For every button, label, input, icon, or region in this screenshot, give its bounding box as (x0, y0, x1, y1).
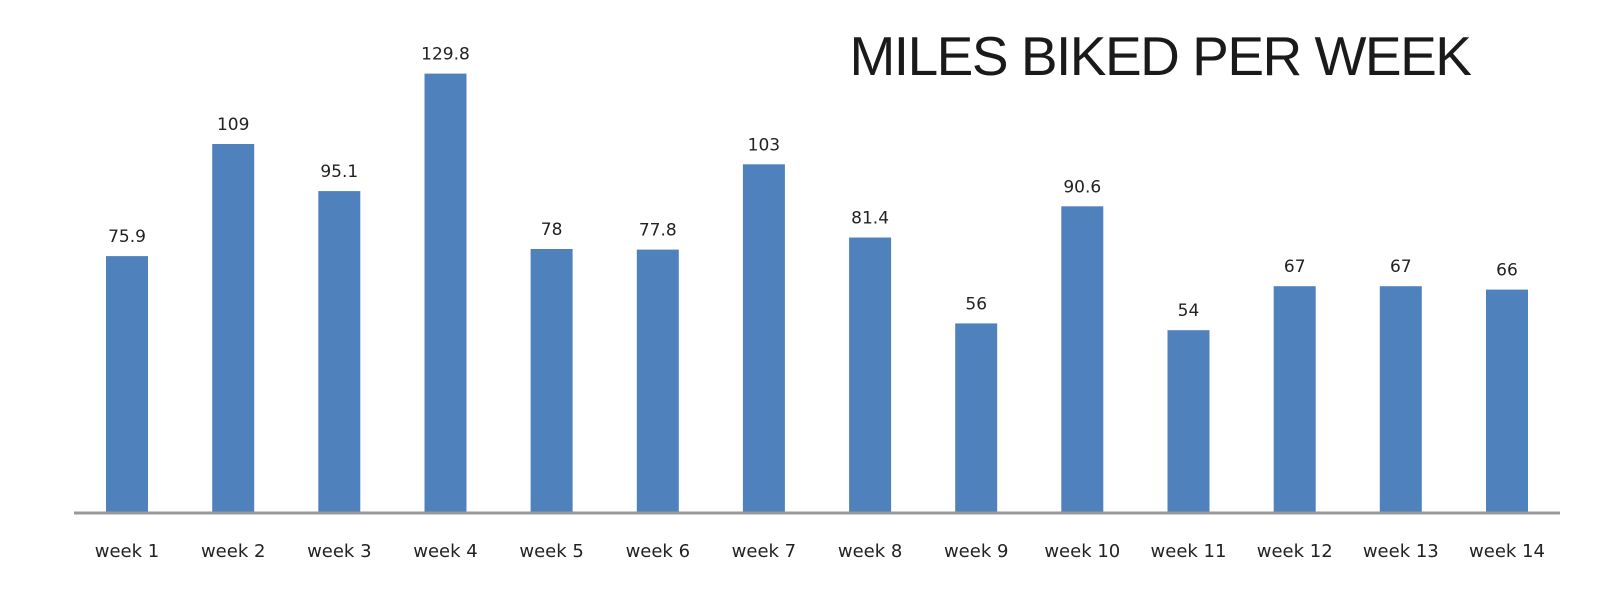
tick-label-week-13: week 13 (1363, 541, 1439, 562)
chart-title: MILES BIKED PER WEEK (849, 25, 1472, 87)
value-labels-group: 75.9 109 95.1 129.8 78 77.8 103 81.4 56 90.6 54 67 6… (108, 45, 1518, 322)
bar-week-8 (849, 237, 892, 513)
data-label-week-14: 66 (1496, 261, 1518, 281)
data-label-week-1: 75.9 (108, 227, 146, 247)
tick-label-week-9: week 9 (944, 541, 1008, 562)
bar-week-2 (212, 144, 255, 513)
tick-label-week-10: week 10 (1044, 541, 1120, 562)
tick-label-week-12: week 12 (1257, 541, 1333, 562)
bar-week-5 (530, 249, 573, 513)
bar-week-11 (1167, 330, 1210, 513)
tick-label-week-8: week 8 (838, 541, 902, 562)
tick-label-week-3: week 3 (307, 541, 371, 562)
data-label-week-5: 78 (541, 220, 563, 240)
tick-label-week-7: week 7 (732, 541, 796, 562)
tick-label-week-11: week 11 (1151, 541, 1227, 562)
tick-label-week-2: week 2 (201, 541, 265, 562)
data-label-week-12: 67 (1284, 257, 1306, 277)
data-label-week-10: 90.6 (1063, 177, 1101, 197)
data-label-week-7: 103 (748, 135, 780, 155)
bar-week-6 (636, 249, 679, 513)
data-label-week-4: 129.8 (421, 45, 470, 65)
bar-week-13 (1379, 286, 1422, 513)
data-label-week-11: 54 (1178, 301, 1200, 321)
bar-week-12 (1273, 286, 1316, 513)
data-label-week-8: 81.4 (851, 209, 889, 229)
data-label-week-9: 56 (965, 294, 987, 314)
tick-label-week-5: week 5 (519, 541, 583, 562)
data-label-week-3: 95.1 (320, 162, 358, 182)
bars-group (106, 73, 1528, 514)
tick-labels-group: week 1 week 2 week 3 week 4 week 5 week 6 week… (95, 541, 1545, 562)
bar-week-10 (1061, 206, 1104, 514)
tick-label-week-6: week 6 (626, 541, 690, 562)
data-label-week-2: 109 (217, 115, 249, 135)
bar-week-14 (1486, 289, 1528, 513)
tick-label-week-4: week 4 (413, 541, 477, 562)
bar-week-4 (424, 73, 467, 513)
data-label-week-13: 67 (1390, 257, 1412, 277)
tick-label-week-1: week 1 (95, 541, 159, 562)
bar-week-1 (106, 256, 148, 513)
bar-week-9 (955, 323, 998, 513)
bar-week-7 (742, 164, 785, 514)
data-label-week-6: 77.8 (639, 221, 677, 241)
bar-week-3 (318, 191, 361, 513)
tick-label-week-14: week 14 (1469, 541, 1545, 562)
